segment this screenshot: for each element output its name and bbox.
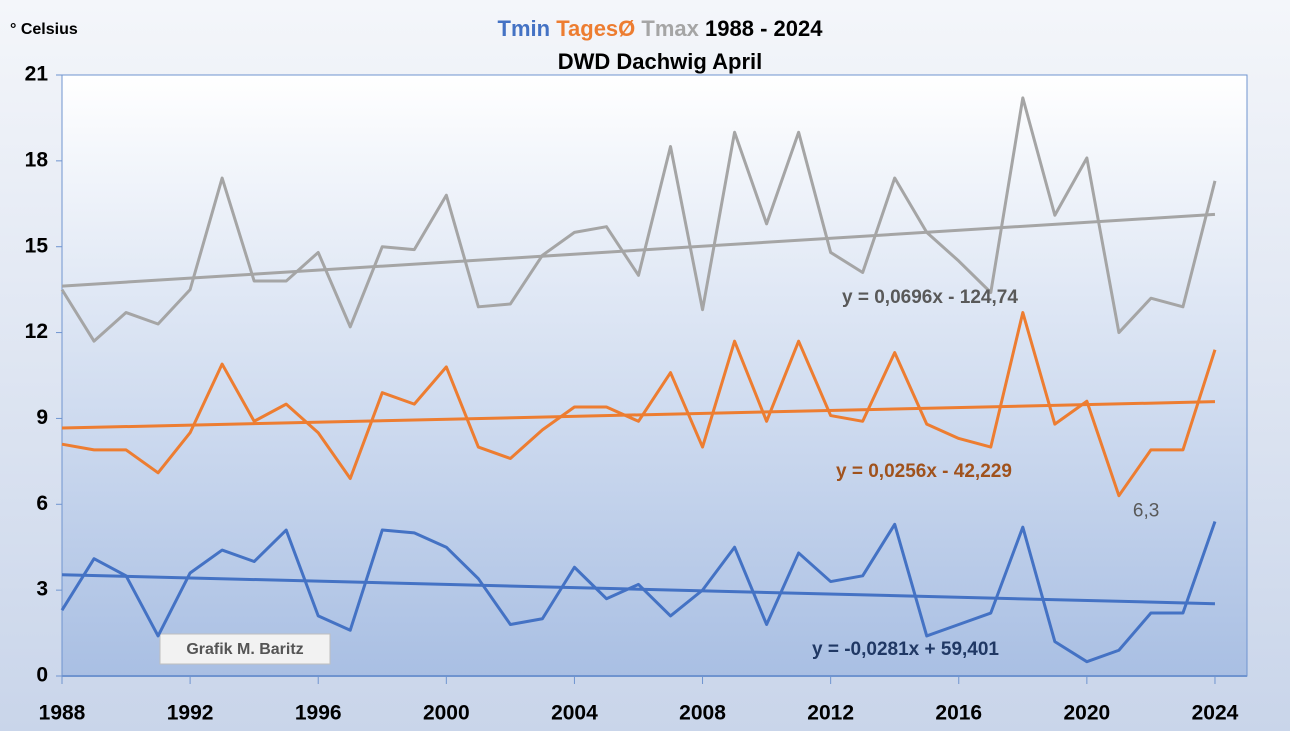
trend-line (61, 212, 1216, 288)
x-tick-label: 2004 (551, 702, 598, 725)
y-tick-label: 9 (36, 406, 48, 429)
watermark: Grafik M. Baritz (186, 641, 303, 658)
x-tick-label: 1988 (39, 702, 86, 725)
trend-equation: y = 0,0696x - 124,74 (842, 287, 1018, 308)
trend-line (61, 400, 1216, 430)
x-tick-label: 2000 (423, 702, 470, 725)
y-tick-label: 0 (36, 664, 48, 687)
trend-equation: y = -0,0281x + 59,401 (812, 639, 999, 660)
x-tick-label: 1996 (295, 702, 342, 725)
y-tick-label: 18 (25, 148, 49, 171)
watermark-box (159, 633, 331, 665)
x-tick-label: 2020 (1064, 702, 1111, 725)
y-axis-label: ° Celsius (10, 21, 78, 38)
y-tick-label: 12 (25, 320, 48, 343)
x-tick-label: 2008 (679, 702, 726, 725)
series-line (61, 311, 1217, 498)
chart-title: Tmin TagesØ Tmax 1988 - 2024 (498, 16, 824, 41)
title-series: TagesØ (556, 16, 635, 41)
series-line (60, 520, 1217, 664)
chart-subtitle: DWD Dachwig April (558, 49, 763, 74)
x-tick-label: 2012 (807, 702, 854, 725)
y-tick-label: 3 (36, 578, 48, 601)
title-series: Tmin (498, 16, 551, 41)
trend-line (61, 573, 1216, 606)
annotation: 6,3 (1133, 501, 1159, 522)
x-tick-label: 2016 (935, 702, 982, 725)
title-years: 1988 - 2024 (705, 16, 823, 41)
x-tick-label: 1992 (167, 702, 214, 725)
trend-equation: y = 0,0256x - 42,229 (836, 461, 1012, 482)
y-tick-label: 15 (25, 234, 49, 257)
title-series: Tmax (641, 16, 699, 41)
x-tick-label: 2024 (1192, 702, 1239, 725)
plot-area (61, 74, 1248, 677)
series-line (60, 96, 1217, 343)
y-tick-label: 6 (36, 492, 48, 515)
y-tick-label: 21 (25, 63, 49, 86)
